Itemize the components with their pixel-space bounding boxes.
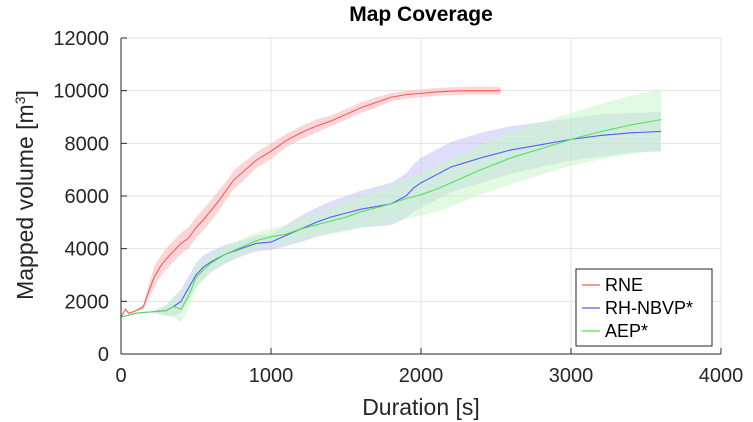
x-tick-label: 3000 bbox=[549, 365, 594, 387]
y-axis-label-main: Mapped volume [m bbox=[12, 104, 38, 300]
y-tick-label: 6000 bbox=[65, 186, 110, 208]
series-line-aep- bbox=[120, 119, 662, 318]
y-tick-label: 8000 bbox=[65, 133, 110, 155]
legend: RNE RH-NBVP* AEP* bbox=[575, 268, 713, 347]
axes: 0 1000 2000 3000 4000 0 2000 4000 6000 8000 10000 1… bbox=[53, 28, 743, 387]
plot-area bbox=[120, 86, 662, 323]
x-tick-label: 0 bbox=[115, 365, 126, 387]
legend-label-rh-nbvp-: RH-NBVP* bbox=[605, 298, 693, 318]
y-axis-label-close: ] bbox=[12, 90, 38, 96]
x-tick-label: 2000 bbox=[399, 365, 444, 387]
y-tick-label: 2000 bbox=[65, 291, 110, 313]
chart-title: Map Coverage bbox=[349, 3, 493, 26]
x-tick-label: 4000 bbox=[699, 365, 744, 387]
x-tick-label: 1000 bbox=[249, 365, 294, 387]
series-band-rne bbox=[121, 86, 501, 318]
series-line-rne bbox=[120, 90, 501, 318]
legend-label-rne: RNE bbox=[605, 275, 643, 295]
y-tick-label: 0 bbox=[98, 344, 109, 366]
y-tick-label: 12000 bbox=[53, 28, 109, 50]
x-axis-label: Duration [s] bbox=[362, 394, 480, 420]
y-axis-label-superscript: 3 bbox=[12, 96, 28, 104]
y-axis-label: Mapped volume [m3] bbox=[12, 90, 38, 300]
legend-label-aep-: AEP* bbox=[605, 321, 648, 341]
y-tick-label: 4000 bbox=[65, 239, 110, 261]
series-line-rh-nbvp- bbox=[120, 130, 662, 318]
y-tick-label: 10000 bbox=[53, 81, 109, 103]
